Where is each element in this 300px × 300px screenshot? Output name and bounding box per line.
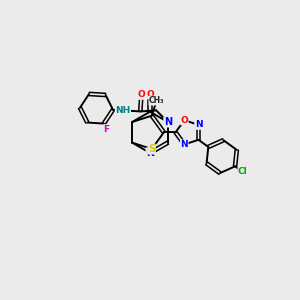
Text: N: N — [195, 120, 203, 129]
Text: NH: NH — [115, 106, 130, 115]
Text: O: O — [146, 90, 154, 99]
Text: O: O — [180, 116, 188, 125]
Text: Cl: Cl — [238, 167, 248, 176]
Text: CH₃: CH₃ — [149, 96, 164, 105]
Text: O: O — [137, 90, 145, 99]
Text: S: S — [148, 144, 155, 154]
Text: N: N — [181, 140, 188, 149]
Text: N: N — [146, 148, 154, 158]
Text: F: F — [103, 125, 110, 134]
Text: N: N — [164, 117, 172, 127]
